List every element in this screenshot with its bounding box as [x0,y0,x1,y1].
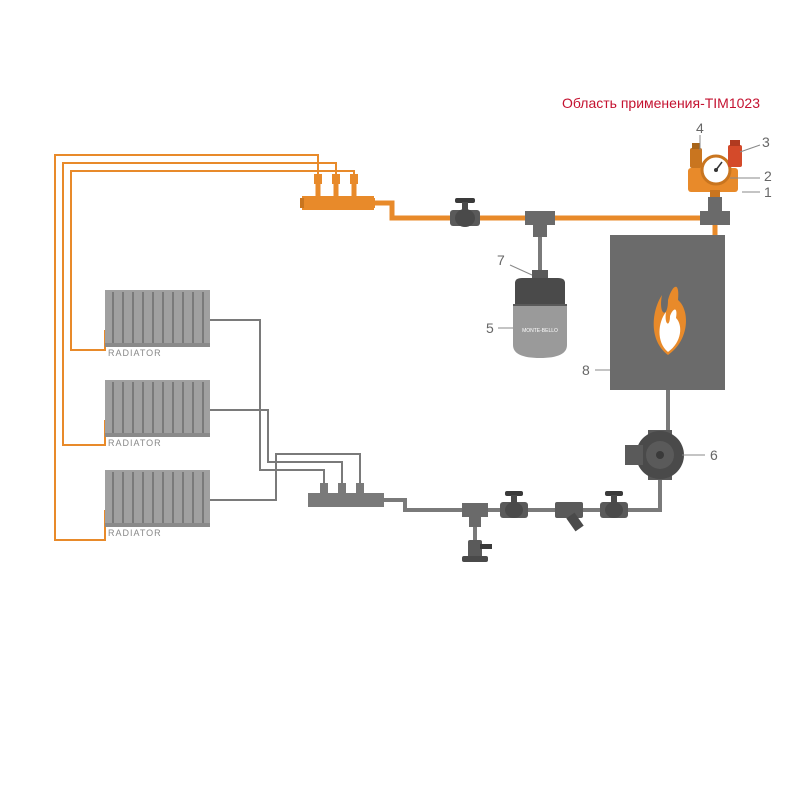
label-5: 5 [486,320,494,336]
label-1: 1 [764,184,772,200]
radiator-label-2: RADIATOR [108,438,162,448]
label-2: 2 [764,168,772,184]
radiator-1 [105,290,210,345]
label-7: 7 [497,252,505,268]
supply-manifold [302,196,374,210]
expansion-tank: MONTE-BELLO [513,270,567,358]
strainer [555,502,584,531]
label-4: 4 [696,120,704,136]
diagram-title: Область применения-TIM1023 [562,95,760,111]
ball-valve-return-2 [600,491,628,518]
heating-diagram: MONTE-BELLO [0,0,800,800]
circulation-pump [625,430,684,480]
label-6: 6 [710,447,718,463]
tee-safety [700,197,730,225]
air-vent-icon [690,148,702,168]
drain-valve [462,540,492,562]
radiator-label-1: RADIATOR [108,348,162,358]
tank-brand-label: MONTE-BELLO [522,328,558,334]
safety-valve-icon [728,145,742,167]
ball-valve-return-1 [500,491,528,518]
tee-supply [525,211,555,237]
return-manifold-nipples [320,483,364,493]
boiler [610,235,725,390]
label-3: 3 [762,134,770,150]
radiator-3 [105,470,210,525]
radiator-2 [105,380,210,435]
return-manifold [308,493,384,507]
radiator-label-3: RADIATOR [108,528,162,538]
return-drops [210,320,360,500]
ball-valve-supply [450,198,480,227]
manifold-nipples [314,174,358,184]
label-8: 8 [582,362,590,378]
safety-group [688,140,742,198]
